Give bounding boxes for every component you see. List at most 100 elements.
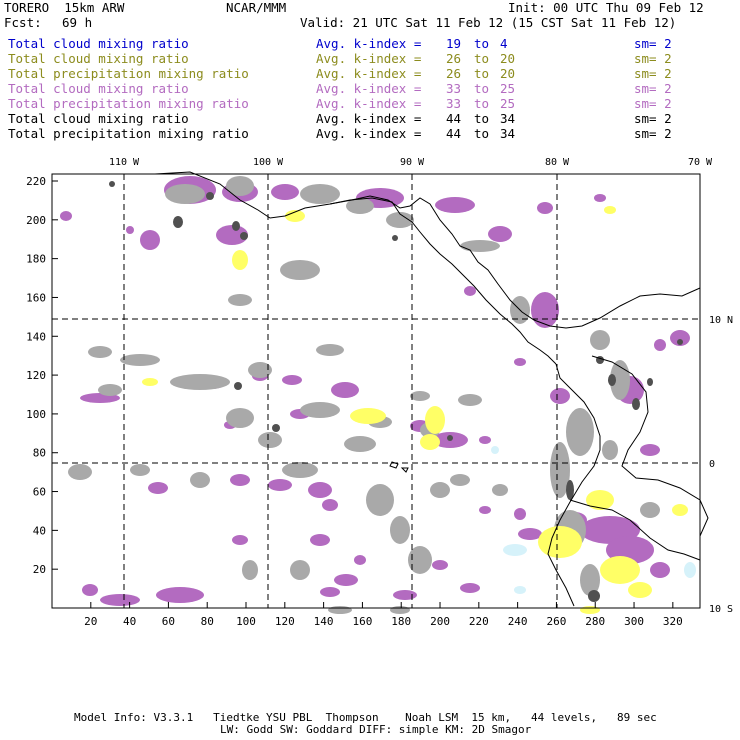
- yellow-field: [600, 556, 640, 584]
- dark-core: [272, 424, 280, 432]
- purple-field: [464, 286, 476, 296]
- legend-k-label: Avg. k-index =: [316, 96, 422, 111]
- purple-field: [60, 211, 72, 221]
- legend-field: Total precipitation mixing ratio: [8, 96, 249, 111]
- legend-field: Total cloud mixing ratio: [8, 36, 189, 51]
- x-index-label: 160: [352, 615, 372, 628]
- dark-core: [647, 378, 653, 386]
- gray-field: [258, 432, 282, 448]
- gray-field: [602, 440, 618, 460]
- x-index-label: 260: [546, 615, 566, 628]
- y-index-label: 80: [33, 447, 46, 460]
- gray-field: [300, 184, 340, 204]
- purple-field: [354, 555, 366, 565]
- dark-core: [588, 590, 600, 602]
- yellow-field: [538, 526, 582, 558]
- gray-field: [450, 474, 470, 486]
- legend-sm: sm= 2: [634, 51, 672, 66]
- y-index-label: 220: [26, 175, 46, 188]
- fcst-label: Fcst:: [4, 15, 42, 30]
- legend-k-label: Avg. k-index =: [316, 51, 422, 66]
- central-america-pacific-coast: [154, 171, 557, 365]
- purple-field: [531, 292, 559, 328]
- legend-field: Total precipitation mixing ratio: [8, 126, 249, 141]
- gray-field: [344, 436, 376, 452]
- peru-border: [569, 499, 701, 561]
- gray-field: [88, 346, 112, 358]
- purple-field: [156, 587, 204, 603]
- x-index-label: 120: [275, 615, 295, 628]
- legend-k-from: 33: [446, 81, 462, 96]
- purple-field: [518, 528, 542, 540]
- purple-field: [393, 590, 417, 600]
- gray-field: [346, 198, 374, 214]
- gray-field: [390, 516, 410, 544]
- purple-field: [479, 506, 491, 514]
- purple-field: [232, 535, 248, 545]
- yellow-field: [604, 206, 616, 214]
- dark-core: [234, 382, 242, 390]
- legend-k-to: 20: [500, 51, 516, 66]
- map-panel: 110 W 100 W 90 W 80 W 70 W 10 N 0 10 S 220 200 1…: [26, 157, 733, 628]
- y-index-label: 160: [26, 291, 46, 304]
- yellow-field: [672, 504, 688, 516]
- purple-field: [148, 482, 168, 494]
- purple-field: [282, 375, 302, 385]
- y-index-label: 200: [26, 214, 46, 227]
- legend-k-from: 44: [446, 111, 462, 126]
- legend-sm: sm= 2: [634, 96, 672, 111]
- gray-field: [226, 408, 254, 428]
- purple-field: [334, 574, 358, 586]
- purple-field: [216, 225, 248, 245]
- purple-field: [514, 508, 526, 520]
- model-title: TORERO 15km ARW: [4, 0, 125, 15]
- legend-k-from: 26: [446, 66, 462, 81]
- legend-k-to-word: to: [474, 126, 490, 141]
- axis-ticks: [52, 180, 674, 608]
- x-index-label: 180: [391, 615, 411, 628]
- y-index-label: 60: [33, 486, 46, 499]
- purple-field: [140, 230, 160, 250]
- purple-field: [640, 444, 660, 456]
- longitude-label: 90 W: [400, 157, 425, 168]
- legend-k-to: 25: [500, 81, 516, 96]
- fcst-value: 69 h: [62, 15, 93, 30]
- latitude-label: 10 S: [709, 604, 733, 615]
- purple-field: [514, 358, 526, 366]
- gray-field: [170, 374, 230, 390]
- lightblue-field: [503, 544, 527, 556]
- latitude-label: 0: [709, 459, 715, 470]
- x-index-label: 40: [123, 615, 136, 628]
- purple-field: [432, 560, 448, 570]
- gray-field: [386, 212, 414, 228]
- longitude-labels: 110 W 100 W 90 W 80 W 70 W: [109, 157, 713, 168]
- yellow-field: [232, 250, 248, 270]
- gray-field: [458, 394, 482, 406]
- longitude-label: 110 W: [109, 157, 140, 168]
- lightblue-field: [514, 586, 526, 594]
- gray-field: [242, 560, 258, 580]
- yellow-field: [580, 606, 600, 614]
- y-index-label: 140: [26, 330, 46, 343]
- purple-field: [320, 587, 340, 597]
- legend-k-from: 44: [446, 126, 462, 141]
- dark-core: [109, 181, 115, 187]
- coastline: [154, 171, 709, 607]
- legend-k-from: 19: [446, 36, 462, 51]
- x-index-label: 280: [585, 615, 605, 628]
- dark-core: [173, 216, 183, 228]
- andes-border: [591, 355, 709, 537]
- y-grid-index-labels: 220 200 180 160 140 120 100 80 60 40 20: [26, 175, 46, 576]
- legend-k-label: Avg. k-index =: [316, 36, 422, 51]
- yellow-field: [425, 406, 445, 434]
- dark-core: [632, 398, 640, 410]
- purple-field: [594, 194, 606, 202]
- purple-field: [550, 388, 570, 404]
- x-index-label: 100: [236, 615, 256, 628]
- dark-core: [447, 435, 453, 441]
- gray-field: [68, 464, 92, 480]
- legend-field: Total cloud mixing ratio: [8, 111, 189, 126]
- gray-field: [282, 462, 318, 478]
- x-index-label: 240: [508, 615, 528, 628]
- gray-field: [430, 482, 450, 498]
